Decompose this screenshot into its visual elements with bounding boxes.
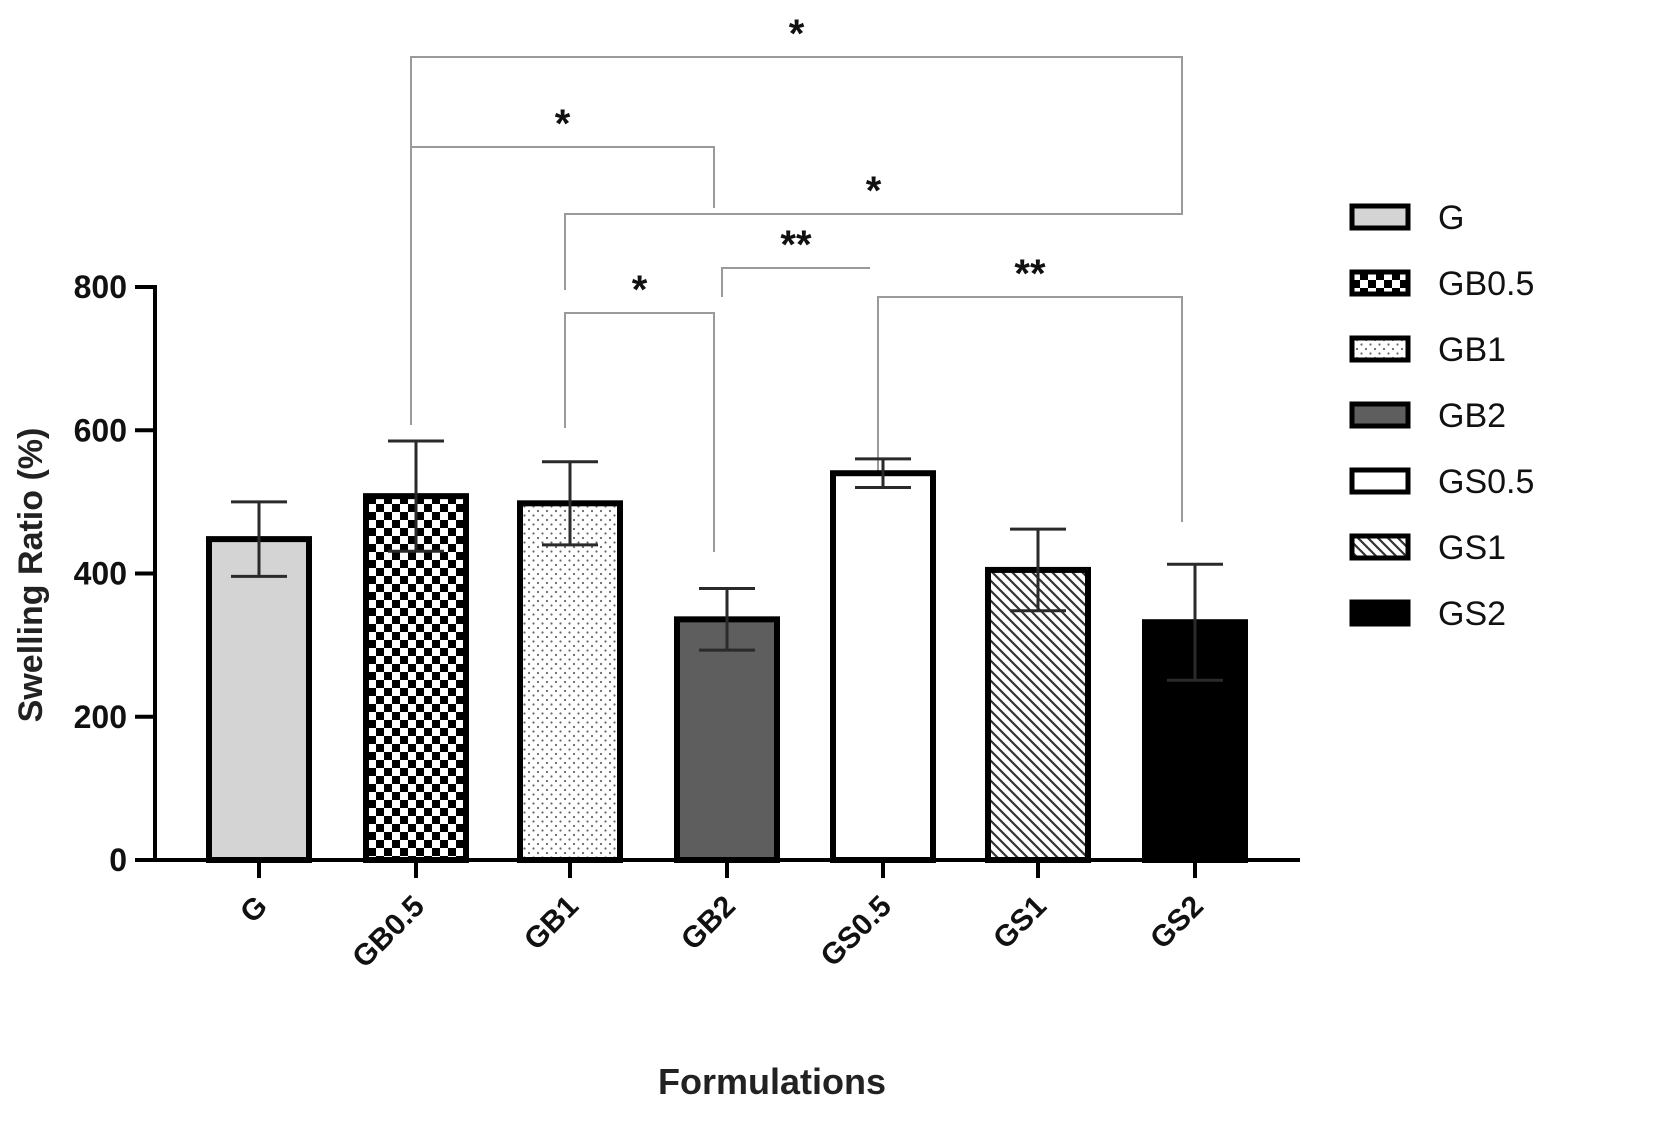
error-bars: [231, 439, 1223, 682]
legend-label-gs2: GS2: [1438, 595, 1506, 633]
significance-label-2: *: [555, 102, 571, 146]
bar-gb2: [674, 616, 780, 864]
y-tick-label-400: 400: [74, 556, 127, 592]
x-axis-title: Formulations: [658, 1061, 886, 1102]
legend-label-g: G: [1438, 199, 1464, 237]
legend-label-gs0-5: GS0.5: [1438, 463, 1534, 501]
significance-label-4: **: [780, 223, 812, 267]
legend: G GB0.5 GB1 GB2 GS0.5 GS1 GS2: [1349, 199, 1534, 633]
significance-label-5: **: [1014, 252, 1046, 296]
significance-bracket-4: [721, 267, 870, 297]
legend-swatch-gb1: [1349, 335, 1411, 363]
bars: [206, 470, 1248, 864]
x-tick-label-gb0-5: GB0.5: [346, 890, 431, 975]
x-tick-label-g: G: [234, 890, 274, 930]
bar-gs1: [985, 566, 1091, 863]
x-tick-label-gs1: GS1: [987, 890, 1053, 956]
significance-brackets: ********: [410, 12, 1183, 552]
legend-label-gb1: GB1: [1438, 331, 1506, 369]
y-tick-label-800: 800: [74, 269, 127, 305]
legend-swatch-gs0-5: [1349, 467, 1411, 495]
legend-swatch-g: [1349, 203, 1411, 231]
significance-bracket-2: [410, 146, 715, 425]
significance-bracket-6: [564, 312, 715, 552]
y-tick-label-0: 0: [109, 842, 127, 878]
legend-swatch-gs2: [1349, 599, 1411, 627]
y-tick-label-200: 200: [74, 699, 127, 735]
x-tick-label-gs0-5: GS0.5: [814, 890, 897, 973]
legend-label-gs1: GS1: [1438, 529, 1506, 567]
x-tick-label-gb1: GB1: [518, 890, 585, 957]
legend-swatch-gb2: [1349, 401, 1411, 429]
x-tick-label-gs2: GS2: [1144, 890, 1210, 956]
legend-label-gb2: GB2: [1438, 397, 1506, 435]
y-axis-title: Swelling Ratio (%): [12, 428, 50, 723]
significance-bracket-5: [877, 296, 1183, 522]
bar-gb0-5: [363, 493, 469, 863]
significance-label-1: *: [789, 12, 805, 56]
legend-swatch-gs1: [1349, 533, 1411, 561]
significance-label-6: *: [632, 268, 648, 312]
legend-swatch-gb0-5: [1349, 269, 1411, 297]
x-tick-label-gb2: GB2: [675, 890, 742, 957]
bar-gs0-5: [830, 470, 936, 863]
bar-g: [206, 536, 312, 863]
bar-gb1: [517, 500, 623, 863]
legend-label-gb0-5: GB0.5: [1438, 265, 1534, 303]
significance-label-3: *: [866, 169, 882, 213]
y-tick-label-600: 600: [74, 412, 127, 448]
significance-bracket-3: [564, 208, 1183, 290]
